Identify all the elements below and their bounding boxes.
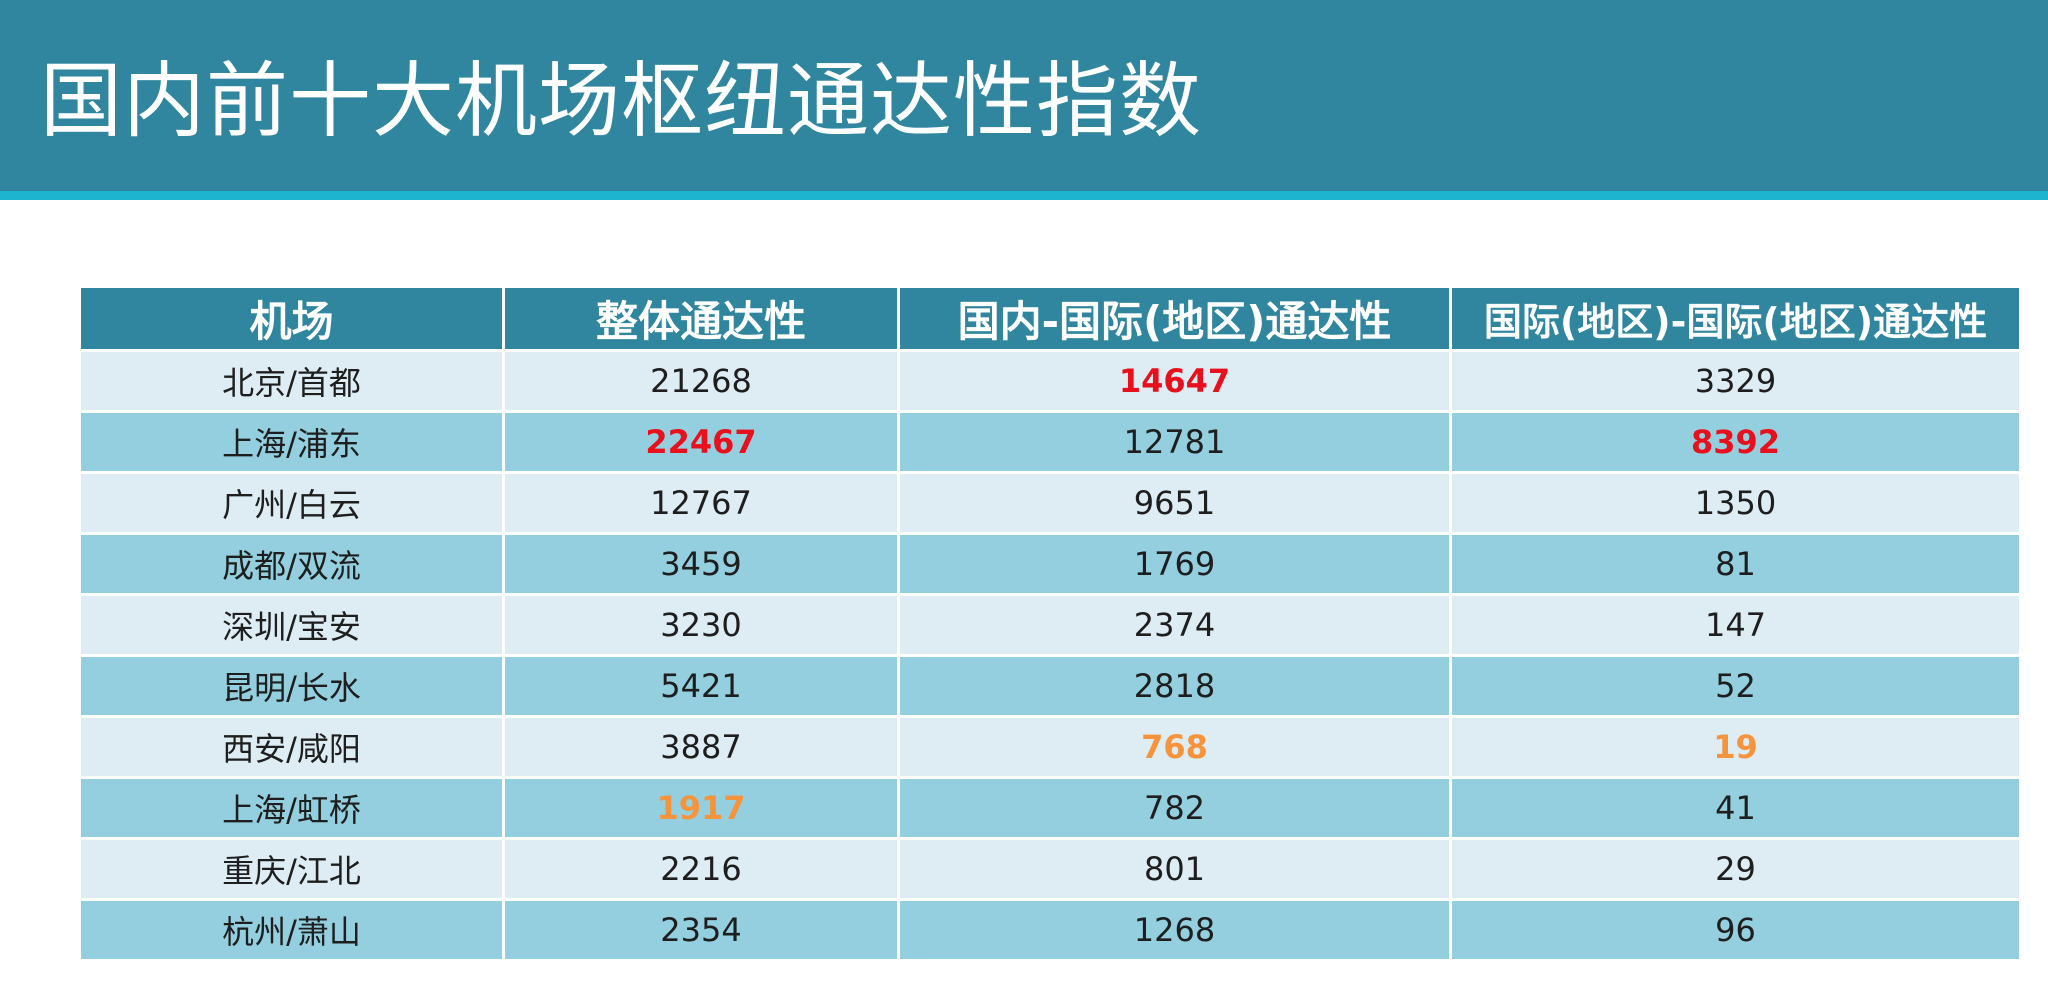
international-international-value: 19 — [1449, 715, 2022, 779]
airport-name: 上海/浦东 — [78, 410, 505, 474]
header-airport: 机场 — [78, 285, 505, 352]
table-row: 北京/首都 21268 14647 3329 — [78, 349, 2022, 413]
airport-name: 昆明/长水 — [78, 654, 505, 718]
table-row: 昆明/长水 5421 2818 52 — [78, 654, 2022, 718]
airport-name: 上海/虹桥 — [78, 776, 505, 840]
connectivity-table: 机场 整体通达性 国内-国际(地区)通达性 国际(地区)-国际(地区)通达性 北… — [78, 285, 2022, 962]
domestic-international-value: 12781 — [897, 410, 1452, 474]
airport-name: 广州/白云 — [78, 471, 505, 535]
international-international-value: 81 — [1449, 532, 2022, 596]
table-header-row: 机场 整体通达性 国内-国际(地区)通达性 国际(地区)-国际(地区)通达性 — [78, 285, 2022, 352]
table-row: 西安/咸阳 3887 768 19 — [78, 715, 2022, 779]
airport-name: 北京/首都 — [78, 349, 505, 413]
domestic-international-value: 14647 — [897, 349, 1452, 413]
airport-name: 杭州/萧山 — [78, 898, 505, 962]
airport-name: 西安/咸阳 — [78, 715, 505, 779]
airport-name: 深圳/宝安 — [78, 593, 505, 657]
international-international-value: 1350 — [1449, 471, 2022, 535]
header-international-international: 国际(地区)-国际(地区)通达性 — [1449, 285, 2022, 352]
overall-value: 12767 — [502, 471, 900, 535]
domestic-international-value: 768 — [897, 715, 1452, 779]
header-domestic-international: 国内-国际(地区)通达性 — [897, 285, 1452, 352]
page-title: 国内前十大机场枢纽通达性指数 — [40, 54, 1203, 149]
overall-value: 5421 — [502, 654, 900, 718]
international-international-value: 8392 — [1449, 410, 2022, 474]
table-row: 深圳/宝安 3230 2374 147 — [78, 593, 2022, 657]
international-international-value: 96 — [1449, 898, 2022, 962]
overall-value: 1917 — [502, 776, 900, 840]
overall-value: 2354 — [502, 898, 900, 962]
international-international-value: 29 — [1449, 837, 2022, 901]
overall-value: 22467 — [502, 410, 900, 474]
table-row: 上海/浦东 22467 12781 8392 — [78, 410, 2022, 474]
airport-name: 重庆/江北 — [78, 837, 505, 901]
overall-value: 3887 — [502, 715, 900, 779]
domestic-international-value: 1268 — [897, 898, 1452, 962]
international-international-value: 147 — [1449, 593, 2022, 657]
international-international-value: 41 — [1449, 776, 2022, 840]
overall-value: 21268 — [502, 349, 900, 413]
table-row: 上海/虹桥 1917 782 41 — [78, 776, 2022, 840]
international-international-value: 3329 — [1449, 349, 2022, 413]
airport-name: 成都/双流 — [78, 532, 505, 596]
overall-value: 2216 — [502, 837, 900, 901]
title-banner — [0, 0, 2048, 191]
table-row: 杭州/萧山 2354 1268 96 — [78, 898, 2022, 962]
domestic-international-value: 9651 — [897, 471, 1452, 535]
header-overall: 整体通达性 — [502, 285, 900, 352]
table-row: 广州/白云 12767 9651 1350 — [78, 471, 2022, 535]
table-row: 成都/双流 3459 1769 81 — [78, 532, 2022, 596]
overall-value: 3459 — [502, 532, 900, 596]
overall-value: 3230 — [502, 593, 900, 657]
domestic-international-value: 782 — [897, 776, 1452, 840]
domestic-international-value: 2374 — [897, 593, 1452, 657]
domestic-international-value: 801 — [897, 837, 1452, 901]
table-row: 重庆/江北 2216 801 29 — [78, 837, 2022, 901]
domestic-international-value: 2818 — [897, 654, 1452, 718]
international-international-value: 52 — [1449, 654, 2022, 718]
domestic-international-value: 1769 — [897, 532, 1452, 596]
title-underline — [0, 191, 2048, 200]
